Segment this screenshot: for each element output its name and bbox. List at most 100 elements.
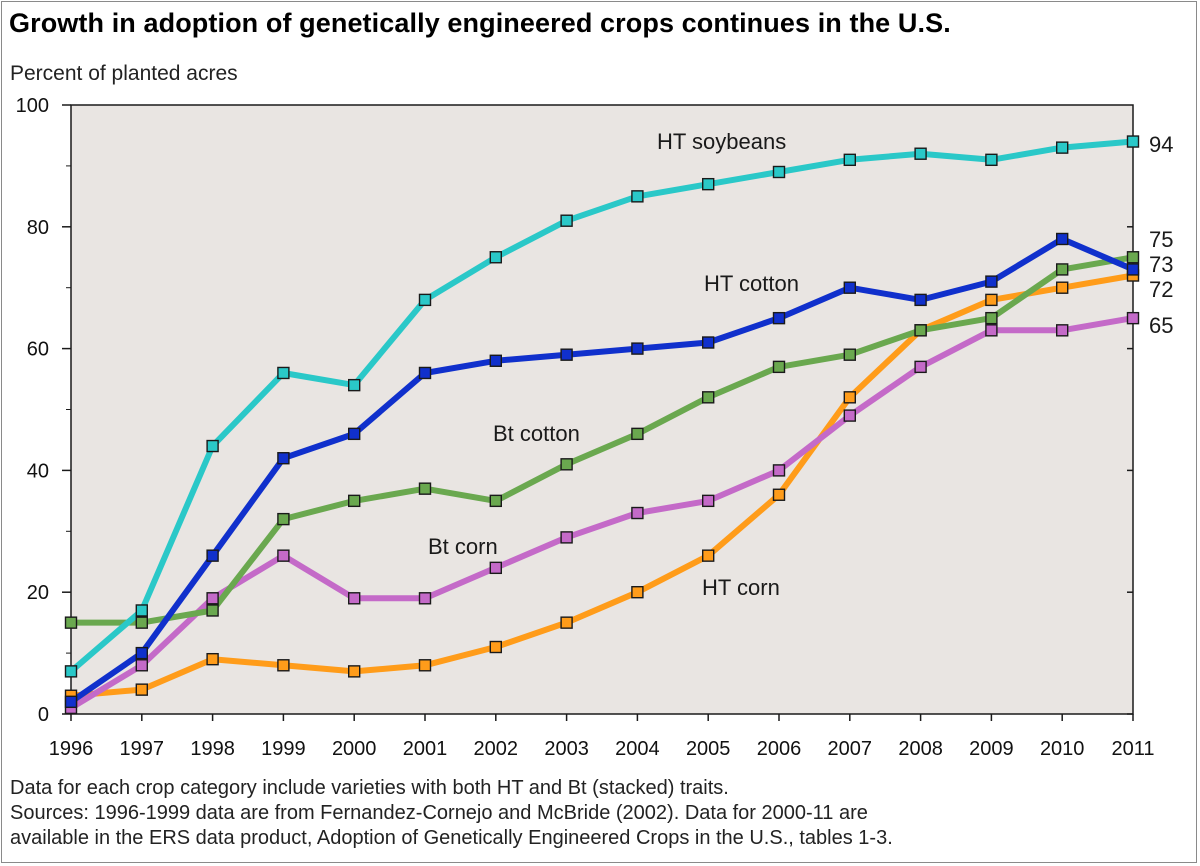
data-point (489, 494, 502, 508)
data-point (135, 659, 149, 672)
x-tick-label: 2004 (615, 738, 660, 760)
data-point (631, 342, 644, 355)
data-point (135, 683, 149, 696)
data-point (985, 153, 998, 167)
data-point (64, 616, 78, 629)
series-label: Bt cotton (493, 421, 580, 446)
data-point (1055, 281, 1069, 294)
data-point (985, 311, 998, 325)
data-point (772, 464, 786, 477)
data-point (560, 531, 573, 544)
x-tick-label: 1997 (120, 738, 165, 760)
plot-area (70, 104, 1134, 715)
data-point (843, 348, 856, 361)
data-point (560, 458, 573, 471)
data-point (206, 592, 219, 605)
data-point (206, 549, 219, 562)
data-point (772, 488, 786, 501)
data-point (348, 592, 361, 605)
data-point (631, 506, 644, 520)
x-tick-label: 2003 (544, 738, 589, 760)
data-point (914, 360, 927, 374)
x-tick-label: 1999 (261, 738, 306, 760)
data-point (418, 592, 432, 605)
data-point (1126, 251, 1140, 264)
y-tick-label: 100 (16, 95, 49, 117)
footnote-line: Sources: 1996-1999 data are from Fernand… (10, 802, 868, 824)
x-tick-label: 2011 (1111, 738, 1154, 760)
data-point (489, 354, 502, 367)
series-line-bt-corn (68, 315, 1136, 711)
data-point (64, 665, 78, 678)
data-point (206, 439, 219, 453)
data-point (1126, 311, 1140, 325)
data-point (631, 586, 644, 599)
end-value-label: 73 (1149, 252, 1173, 277)
data-point (843, 409, 856, 422)
y-tick-label: 40 (27, 460, 49, 482)
data-point (418, 659, 432, 672)
data-point (631, 427, 644, 441)
footnote: Data for each crop category include vari… (10, 776, 893, 851)
y-tick-label: 20 (27, 582, 49, 604)
data-point (702, 549, 715, 562)
data-point (135, 604, 149, 617)
data-point (277, 549, 290, 562)
data-point (985, 293, 998, 307)
series-label: HT soybeans (657, 129, 786, 154)
data-point (914, 147, 927, 160)
data-point (489, 561, 502, 575)
data-point (985, 275, 998, 288)
data-point (1055, 141, 1069, 154)
y-tick-label: 60 (27, 339, 49, 361)
data-point (1055, 263, 1069, 276)
end-value-label: 94 (1149, 132, 1173, 157)
series-markers (64, 135, 1140, 715)
series-label: HT corn (702, 575, 780, 600)
data-point (843, 281, 856, 294)
x-tick-label: 2008 (898, 738, 943, 760)
data-point (277, 366, 290, 380)
data-point (560, 348, 573, 361)
data-point (135, 616, 149, 629)
end-value-label: 65 (1149, 313, 1173, 338)
data-point (560, 214, 573, 227)
data-point (702, 177, 715, 191)
series-line-ht-cotton (68, 236, 1136, 705)
data-point (206, 604, 219, 617)
data-point (914, 324, 927, 337)
data-point (772, 165, 786, 179)
series-lines (68, 138, 1136, 711)
data-point (418, 366, 432, 380)
data-point (348, 378, 361, 392)
data-point (772, 311, 786, 325)
data-point (1126, 135, 1140, 148)
x-tick-label: 2005 (686, 738, 731, 760)
data-point (702, 336, 715, 349)
end-value-label: 72 (1149, 277, 1173, 302)
series-line-bt-cotton (68, 254, 1136, 626)
x-tick-label: 2000 (332, 738, 377, 760)
x-tick-label: 1998 (190, 738, 235, 760)
data-point (914, 293, 927, 307)
y-tick-label: 80 (27, 217, 49, 239)
data-point (843, 391, 856, 404)
data-point (631, 190, 644, 203)
x-tick-label: 2001 (403, 738, 448, 760)
end-value-label: 75 (1149, 227, 1173, 252)
footnote-line: Data for each crop category include vari… (10, 777, 729, 799)
data-point (206, 652, 219, 666)
data-point (277, 512, 290, 526)
data-point (135, 646, 149, 660)
footnote-line: available in the ERS data product, Adopt… (10, 827, 893, 849)
x-tick-label: 2002 (474, 738, 519, 760)
data-point (489, 251, 502, 264)
y-axis: 0 20 40 60 80 100 (16, 95, 1133, 726)
data-point (277, 659, 290, 672)
data-point (560, 616, 573, 629)
series-line-ht-corn (68, 272, 1136, 699)
data-point (985, 324, 998, 337)
data-point (418, 482, 432, 495)
